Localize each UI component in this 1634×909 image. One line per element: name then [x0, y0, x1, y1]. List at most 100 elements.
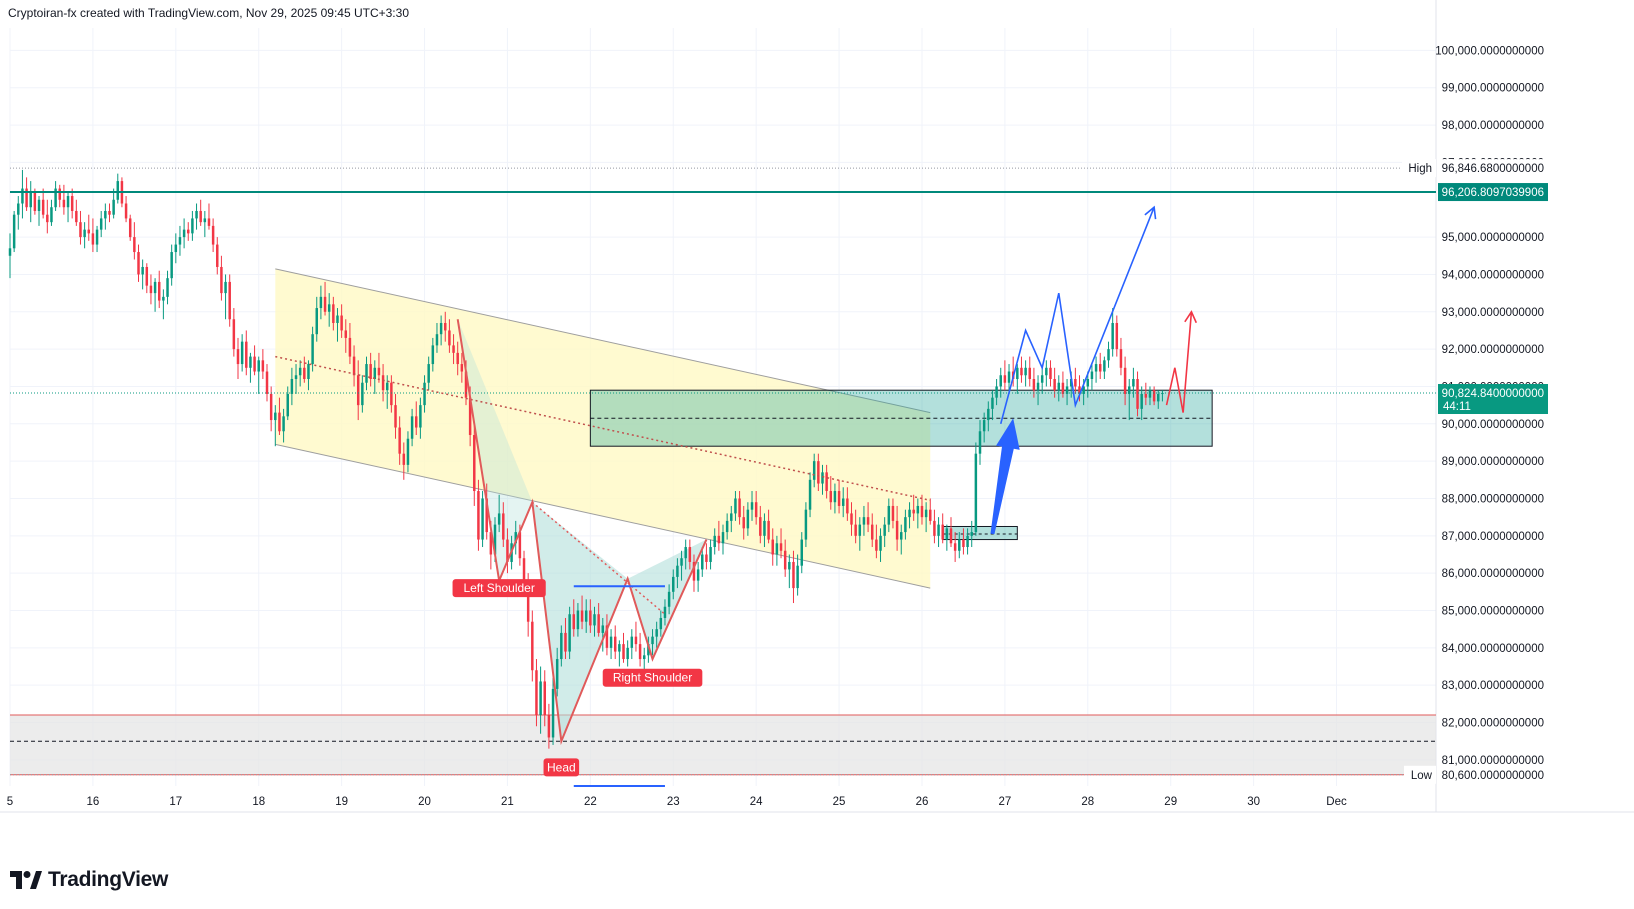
candle-body	[385, 382, 389, 391]
candle-body	[622, 644, 625, 660]
candle-body	[216, 244, 219, 267]
candle-body	[804, 509, 808, 540]
candle-body	[701, 554, 704, 570]
candle-body	[821, 472, 824, 484]
tradingview-logo[interactable]: TradingView	[10, 868, 168, 892]
candle-body	[568, 614, 571, 652]
candle-body	[862, 517, 866, 525]
x-tick-label: 29	[1164, 796, 1177, 808]
candle-body	[91, 233, 95, 245]
candle-body	[696, 569, 700, 581]
candle-body	[25, 188, 28, 208]
candle-body	[734, 498, 737, 514]
candle-body	[929, 509, 932, 521]
chart-zones	[10, 268, 1436, 776]
channel-lower-line	[275, 443, 931, 589]
candle-body	[70, 196, 74, 211]
candle-body	[514, 532, 517, 544]
candle-body	[406, 438, 410, 465]
candle-body	[825, 472, 828, 492]
candle-body	[1136, 378, 1139, 409]
x-tick-label: 16	[87, 796, 100, 808]
candle-body	[460, 364, 464, 372]
left-shoulder-label: Left Shoulder	[463, 581, 534, 595]
y-tick-label: 87,000.0000000000	[1442, 531, 1544, 543]
candle-body	[535, 670, 538, 716]
candle-body	[369, 364, 372, 379]
candle-body	[601, 625, 605, 633]
candle-body	[303, 367, 306, 379]
candle-body	[779, 543, 783, 551]
candle-body	[1065, 386, 1069, 394]
candle-body	[837, 491, 841, 506]
candle-body	[8, 248, 12, 256]
candle-body	[178, 237, 182, 245]
y-tick-label: 85,000.0000000000	[1442, 606, 1544, 618]
candle-body	[452, 345, 455, 353]
candle-body	[808, 479, 812, 510]
candle-body	[812, 461, 816, 480]
candle-body	[518, 532, 522, 559]
candle-body	[870, 524, 874, 540]
candle-body	[493, 524, 497, 555]
candle-body	[12, 214, 16, 249]
candle-body	[365, 364, 368, 383]
candle-body	[182, 229, 186, 238]
candle-body	[721, 532, 725, 544]
candle-body	[982, 420, 986, 432]
candle-body	[232, 319, 236, 350]
candle-body	[1040, 375, 1044, 383]
breakout-arrow	[990, 418, 1020, 535]
candle-body	[435, 334, 439, 346]
candle-body	[506, 539, 509, 562]
x-tick-label: 24	[750, 796, 763, 808]
candle-body	[269, 393, 273, 421]
candle-body	[489, 532, 493, 555]
candle-body	[195, 210, 198, 219]
candle-body	[402, 453, 406, 465]
candle-body	[638, 644, 642, 660]
candle-body	[609, 636, 613, 648]
y-tick-label: 90,000.0000000000	[1442, 419, 1544, 431]
candle-body	[970, 532, 973, 536]
x-tick-label: 17	[169, 796, 182, 808]
candle-body	[1007, 371, 1011, 383]
candle-body	[593, 614, 596, 626]
current-price-tag-bg	[1438, 384, 1548, 415]
candle-body	[895, 520, 899, 540]
candle-body	[410, 416, 414, 439]
candle-body	[991, 397, 994, 409]
candle-body	[875, 539, 878, 551]
candle-body	[924, 509, 928, 518]
candle-body	[1069, 378, 1073, 387]
high-label: High	[1408, 163, 1432, 175]
candle-body	[1057, 382, 1061, 391]
right-shoulder-label: Right Shoulder	[613, 671, 692, 685]
candle-body	[580, 610, 584, 622]
candle-body	[1152, 390, 1156, 402]
y-tick-label: 93,000.0000000000	[1442, 307, 1544, 319]
channel-upper-line	[275, 268, 931, 414]
candle-body	[953, 543, 957, 551]
x-tick-label: 23	[667, 796, 680, 808]
candle-body	[286, 393, 289, 417]
candle-body	[468, 397, 472, 436]
candle-body	[245, 341, 248, 368]
candle-body	[547, 715, 551, 738]
candle-body	[995, 386, 998, 398]
candle-body	[522, 558, 526, 585]
x-tick-label: 27	[998, 796, 1011, 808]
candle-body	[481, 498, 484, 540]
y-tick-label: 94,000.0000000000	[1442, 269, 1544, 281]
candle-body	[1094, 364, 1098, 372]
y-tick-label: 100,000.0000000000	[1435, 45, 1544, 57]
candle-body	[933, 520, 936, 536]
candle-body	[1053, 378, 1056, 391]
candle-body	[257, 360, 260, 372]
candle-body	[456, 352, 459, 365]
current-price-tag: 90,824.8400000000	[1442, 388, 1544, 400]
bullish-projection-head	[1144, 205, 1157, 220]
candle-body	[725, 520, 729, 533]
candle-body	[423, 382, 426, 406]
